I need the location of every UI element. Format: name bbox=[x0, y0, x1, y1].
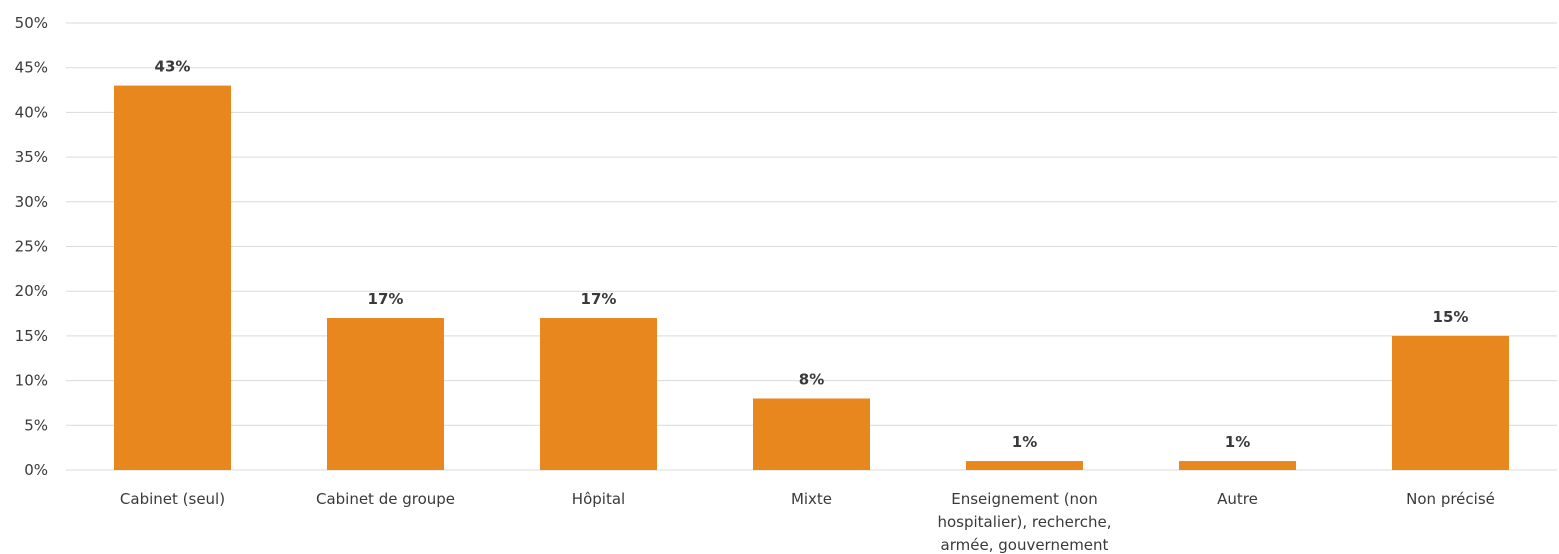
data-label: 8% bbox=[799, 370, 824, 388]
data-label: 17% bbox=[368, 290, 404, 308]
x-tick-label-line: armée, gouvernement bbox=[941, 536, 1109, 554]
bar bbox=[1179, 461, 1296, 470]
y-tick-label: 5% bbox=[24, 416, 48, 434]
data-label: 1% bbox=[1012, 433, 1037, 451]
bar bbox=[540, 318, 657, 470]
y-tick-label: 10% bbox=[15, 372, 48, 390]
y-tick-label: 15% bbox=[15, 327, 48, 345]
x-tick-label-line: Hôpital bbox=[572, 490, 625, 508]
x-tick-label: Mixte bbox=[791, 490, 832, 508]
x-tick-label-line: Autre bbox=[1217, 490, 1258, 508]
bar bbox=[327, 318, 444, 470]
x-tick-label-line: Mixte bbox=[791, 490, 832, 508]
x-tick-label: Enseignement (non hospitalier), recherche… bbox=[937, 490, 1111, 554]
bar bbox=[966, 461, 1083, 470]
x-tick-label-line: Cabinet de groupe bbox=[316, 490, 455, 508]
y-tick-label: 25% bbox=[15, 238, 48, 256]
x-tick-label: Cabinet (seul) bbox=[120, 490, 225, 508]
x-tick-label: Non précisé bbox=[1406, 490, 1495, 508]
data-label: 1% bbox=[1225, 433, 1250, 451]
bar bbox=[114, 85, 231, 470]
x-tick-label: Autre bbox=[1217, 490, 1258, 508]
data-label: 17% bbox=[581, 290, 617, 308]
bar bbox=[1392, 335, 1509, 470]
y-tick-label: 35% bbox=[15, 148, 48, 166]
y-tick-label: 30% bbox=[15, 193, 48, 211]
y-tick-label: 0% bbox=[24, 461, 48, 479]
x-tick-label: Cabinet de groupe bbox=[316, 490, 455, 508]
data-label: 15% bbox=[1433, 308, 1469, 326]
x-tick-label-line: Cabinet (seul) bbox=[120, 490, 225, 508]
y-tick-label: 20% bbox=[15, 282, 48, 300]
data-label: 43% bbox=[155, 58, 191, 76]
x-tick-label: Hôpital bbox=[572, 490, 625, 508]
y-tick-label: 45% bbox=[15, 59, 48, 77]
y-tick-label: 40% bbox=[15, 103, 48, 121]
y-tick-label: 50% bbox=[15, 14, 48, 32]
bar bbox=[753, 398, 870, 470]
x-tick-label-line: hospitalier), recherche, bbox=[937, 513, 1111, 531]
x-tick-label-line: Non précisé bbox=[1406, 490, 1495, 508]
x-tick-label-line: Enseignement (non bbox=[951, 490, 1098, 508]
